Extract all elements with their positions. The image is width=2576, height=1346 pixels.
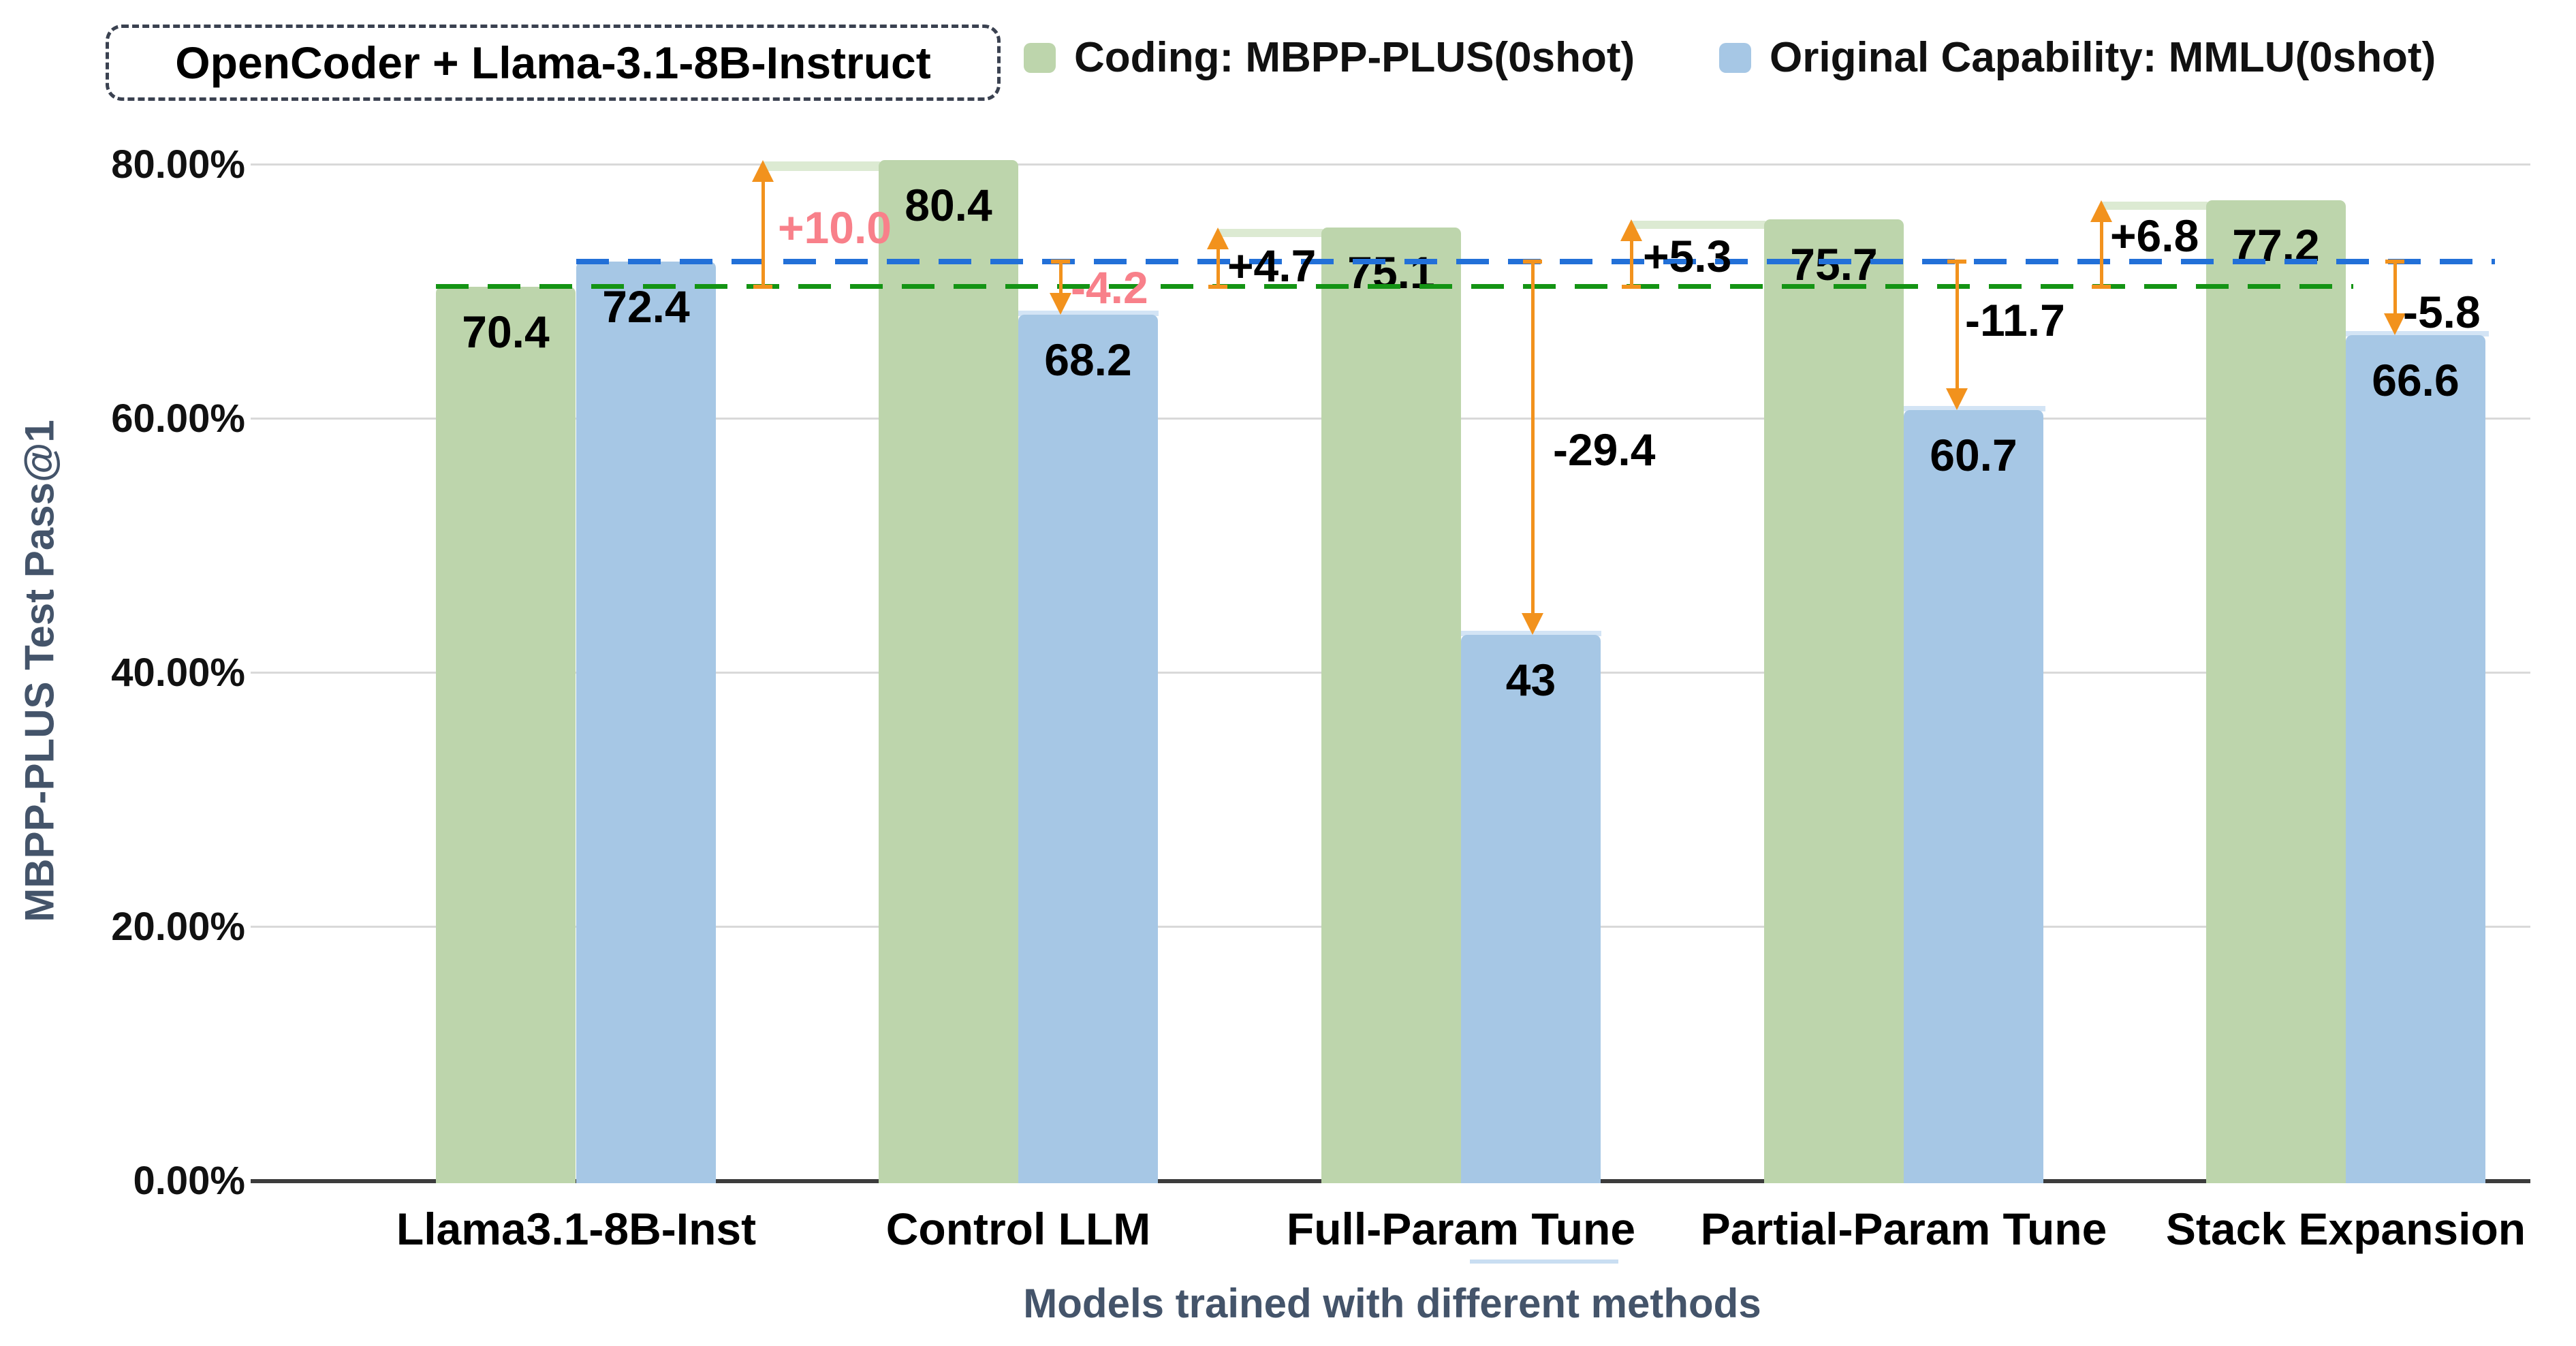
legend-swatch-original bbox=[1719, 43, 1751, 73]
arrow-down-head bbox=[2384, 313, 2406, 335]
delta-label-control-original: -4.2 bbox=[1071, 262, 1148, 313]
arrow-tick bbox=[753, 285, 772, 289]
delta-label-control-coding: +10.0 bbox=[778, 202, 892, 253]
delta-label-fullparam-original: -29.4 bbox=[1553, 424, 1656, 475]
bar-original-fullparam: 43 bbox=[1461, 635, 1601, 1183]
baseline-coding-dashed-line bbox=[436, 284, 2353, 289]
bar-value-label: 70.4 bbox=[462, 307, 550, 357]
arrow-line bbox=[1059, 262, 1063, 293]
bar-original-stack: 66.6 bbox=[2346, 335, 2485, 1183]
cap-strip-original-partialparam bbox=[1904, 406, 2045, 411]
bar-value-label: 68.2 bbox=[1044, 334, 1132, 385]
arrow-up-head bbox=[1620, 219, 1642, 241]
bar-value-label: 60.7 bbox=[1930, 430, 2017, 480]
delta-label-partialparam-original: -11.7 bbox=[1965, 295, 2065, 345]
bar-value-label: 75.7 bbox=[1790, 239, 1878, 289]
arrow-down-head bbox=[1946, 388, 1968, 410]
arrow-line bbox=[1955, 262, 1959, 388]
bar-value-label: 75.1 bbox=[1347, 247, 1435, 298]
cap-strip-coding-control bbox=[763, 161, 880, 171]
legend-label-original: Original Capability: MMLU(0shot) bbox=[1770, 34, 2436, 81]
model-title: OpenCoder + Llama-3.1-8B-Instruct bbox=[175, 37, 931, 88]
bar-value-label: 72.4 bbox=[602, 281, 690, 332]
arrow-line bbox=[1216, 248, 1220, 285]
arrow-down-head bbox=[1522, 613, 1543, 635]
delta-label-stack-coding: +6.8 bbox=[2110, 210, 2199, 261]
x-category-partialparam: Partial-Param Tune bbox=[1700, 1204, 2107, 1254]
arrow-line bbox=[2393, 262, 2397, 313]
delta-label-fullparam-coding: +4.7 bbox=[1227, 240, 1317, 291]
x-axis-title: Models trained with different methods bbox=[1023, 1281, 1761, 1326]
gridline-80 bbox=[251, 163, 2530, 166]
x-category-control: Control LLM bbox=[885, 1204, 1151, 1254]
arrow-line bbox=[761, 181, 765, 285]
bar-coding-llama: 70.4 bbox=[436, 287, 576, 1183]
legend-label-coding: Coding: MBPP-PLUS(0shot) bbox=[1074, 34, 1635, 81]
model-title-box: OpenCoder + Llama-3.1-8B-Instruct bbox=[106, 25, 1001, 101]
bar-value-label: 66.6 bbox=[2372, 355, 2460, 405]
arrow-tick bbox=[2092, 285, 2111, 289]
x-category-fullparam: Full-Param Tune bbox=[1286, 1204, 1636, 1254]
arrow-tick bbox=[1208, 285, 1227, 289]
y-tick-40: 40.00% bbox=[111, 651, 245, 695]
y-tick-60: 60.00% bbox=[111, 396, 245, 441]
arrow-tick bbox=[1622, 285, 1641, 289]
cap-strip-original-control bbox=[1018, 311, 1159, 316]
y-tick-20: 20.00% bbox=[111, 905, 245, 949]
delta-label-partialparam-coding: +5.3 bbox=[1643, 231, 1732, 281]
arrow-line bbox=[2100, 221, 2103, 285]
bar-coding-stack: 77.2 bbox=[2206, 200, 2346, 1183]
cap-strip-coding-fullparam bbox=[1218, 229, 1323, 237]
x-category-llama: Llama3.1-8B-Inst bbox=[396, 1204, 757, 1254]
cap-strip-coding-partialparam bbox=[1631, 221, 1765, 229]
bar-original-partialparam: 60.7 bbox=[1904, 410, 2043, 1183]
bar-value-label: 43 bbox=[1505, 655, 1556, 705]
arrow-line bbox=[1630, 240, 1633, 285]
y-tick-80: 80.00% bbox=[111, 142, 245, 187]
bar-value-label: 80.4 bbox=[905, 180, 992, 230]
delta-label-stack-original: -5.8 bbox=[2403, 287, 2481, 337]
x-category-stack: Stack Expansion bbox=[2165, 1204, 2526, 1254]
arrow-down-head bbox=[1050, 293, 1071, 315]
legend-swatch-coding bbox=[1024, 43, 1056, 73]
cap-strip-coding-stack bbox=[2101, 202, 2208, 210]
y-tick-0: 0.00% bbox=[133, 1159, 245, 1203]
bar-coding-control: 80.4 bbox=[879, 160, 1018, 1183]
bar-original-control: 68.2 bbox=[1018, 315, 1158, 1183]
arrow-up-head bbox=[1207, 228, 1229, 249]
label-underline-artifact bbox=[1470, 1259, 1618, 1264]
arrow-up-head bbox=[2090, 200, 2112, 222]
arrow-line bbox=[1531, 262, 1535, 613]
bar-coding-partialparam: 75.7 bbox=[1764, 219, 1904, 1183]
cap-strip-original-stack bbox=[2346, 331, 2489, 336]
bar-coding-fullparam: 75.1 bbox=[1321, 228, 1461, 1183]
bar-original-llama: 72.4 bbox=[576, 262, 716, 1183]
arrow-up-head bbox=[752, 160, 774, 182]
